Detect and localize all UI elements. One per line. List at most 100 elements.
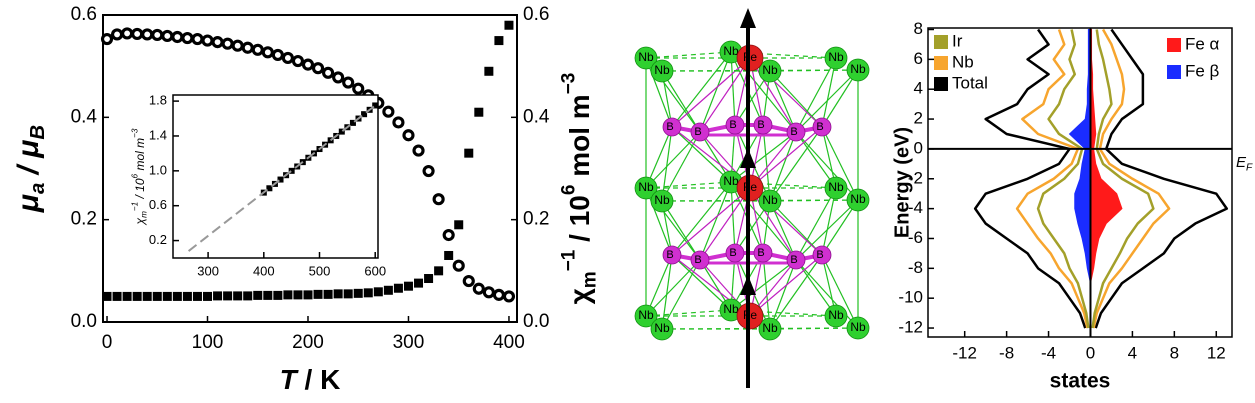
square-point (343, 289, 353, 299)
plot-frame (102, 14, 518, 323)
square-point (142, 291, 152, 301)
nb-b-bond (699, 51, 732, 133)
square-point (223, 291, 233, 301)
label-part: mol m (564, 94, 595, 184)
arrow-head (740, 8, 756, 28)
x-tick-label: 0 (1086, 343, 1095, 362)
square-point (349, 119, 356, 126)
fe-atom-label: Fe (743, 50, 757, 64)
y-tick-label: 1.4 (149, 127, 167, 142)
circle-point (141, 28, 154, 41)
square-point (273, 290, 283, 300)
circle-point (281, 51, 294, 65)
y-tick-label: 2 (914, 109, 923, 128)
nb-nb-bond (661, 327, 859, 330)
nb-atom-label: Nb (828, 308, 844, 322)
y-tick-label: -4 (908, 198, 923, 217)
nb-b-bond (645, 57, 673, 128)
legend-swatch (934, 35, 948, 49)
circle-point (422, 164, 435, 178)
nb-atom (846, 188, 870, 212)
y-tick-label: 0.2 (149, 232, 167, 247)
x-tick-label: 8 (1170, 343, 1179, 362)
x-tick-label: 0 (102, 332, 113, 353)
b-atom (812, 245, 832, 265)
nb-b-bond (699, 181, 732, 261)
x-tick-label: -12 (952, 343, 977, 362)
b-atom (753, 243, 773, 263)
square-point (283, 290, 293, 300)
fe-b-bond (699, 187, 751, 261)
b-atom (786, 122, 806, 142)
y-tick-label: 0.4 (71, 106, 98, 127)
fermi-label: EF (1236, 154, 1253, 173)
square-point (323, 289, 333, 299)
y-tick-label: -2 (908, 168, 923, 187)
nb-b-bond (821, 254, 859, 329)
nb-atom (846, 316, 870, 340)
nb-b-bond (730, 181, 736, 254)
nb-b-bond (769, 254, 823, 330)
nb-b-bond (661, 254, 673, 330)
label-part: / K (297, 364, 341, 395)
fe-b-bond (749, 254, 823, 317)
nb-atom (650, 317, 674, 341)
circle-point (241, 41, 254, 54)
fe-b-bond (749, 57, 797, 133)
b-atom (662, 117, 682, 137)
label-part: T (280, 364, 300, 395)
b-atom-label: B (757, 119, 764, 131)
nb-b-bond (645, 259, 701, 317)
x-tick-label: 500 (309, 264, 331, 279)
nb-b-bond (795, 199, 859, 261)
y-tick-label: 0 (914, 138, 923, 157)
b-atom-label: B (666, 121, 673, 133)
label-part: 6 (558, 185, 579, 196)
x-tick-label: 200 (292, 332, 324, 353)
nb-atom-label: Nb (723, 44, 739, 58)
nb-b-bond (769, 70, 823, 128)
label-part: −3 (558, 73, 579, 95)
nb-b-bond (661, 70, 701, 133)
circle-point (171, 30, 184, 44)
y-tick-label: -8 (908, 258, 923, 277)
y-tick-label: 1.0 (149, 162, 167, 177)
arrow-head (740, 275, 756, 295)
circle-point (211, 36, 224, 49)
label-part: a (27, 183, 49, 194)
fe-b-bond (671, 57, 751, 128)
nb-atom (634, 46, 658, 70)
nb-b-bond (671, 51, 732, 128)
y-tick-label: -12 (898, 318, 923, 337)
square-point (338, 128, 345, 135)
circle-point (181, 31, 194, 45)
square-point (233, 291, 243, 301)
nb-atom-label: Nb (850, 62, 866, 76)
x-tick-label: 4 (1128, 343, 1137, 362)
fit-line (187, 104, 376, 252)
dos-line (1015, 29, 1089, 329)
label-part: 6 (131, 173, 140, 178)
b-atom (725, 115, 745, 135)
nb-atom-label: Nb (723, 302, 739, 316)
square-point (213, 291, 223, 301)
circle-point (342, 76, 355, 89)
fe-b-bond (749, 126, 823, 189)
nb-nb-bond (661, 199, 859, 202)
y-tick-label: -6 (908, 228, 923, 247)
circle-point (322, 66, 335, 79)
nb-b-bond (795, 259, 837, 317)
label-part: μ (12, 194, 45, 213)
nb-b-bond (762, 124, 771, 202)
nb-b-bond (730, 51, 736, 126)
legend-swatch (1167, 65, 1181, 79)
square-point (112, 291, 122, 301)
b-atom (690, 250, 710, 270)
nb-b-bond (769, 131, 797, 202)
legend-label: Nb (952, 52, 974, 71)
b-atom-label: B (757, 247, 764, 259)
circle-point (432, 193, 445, 206)
label-part: B (27, 125, 49, 140)
